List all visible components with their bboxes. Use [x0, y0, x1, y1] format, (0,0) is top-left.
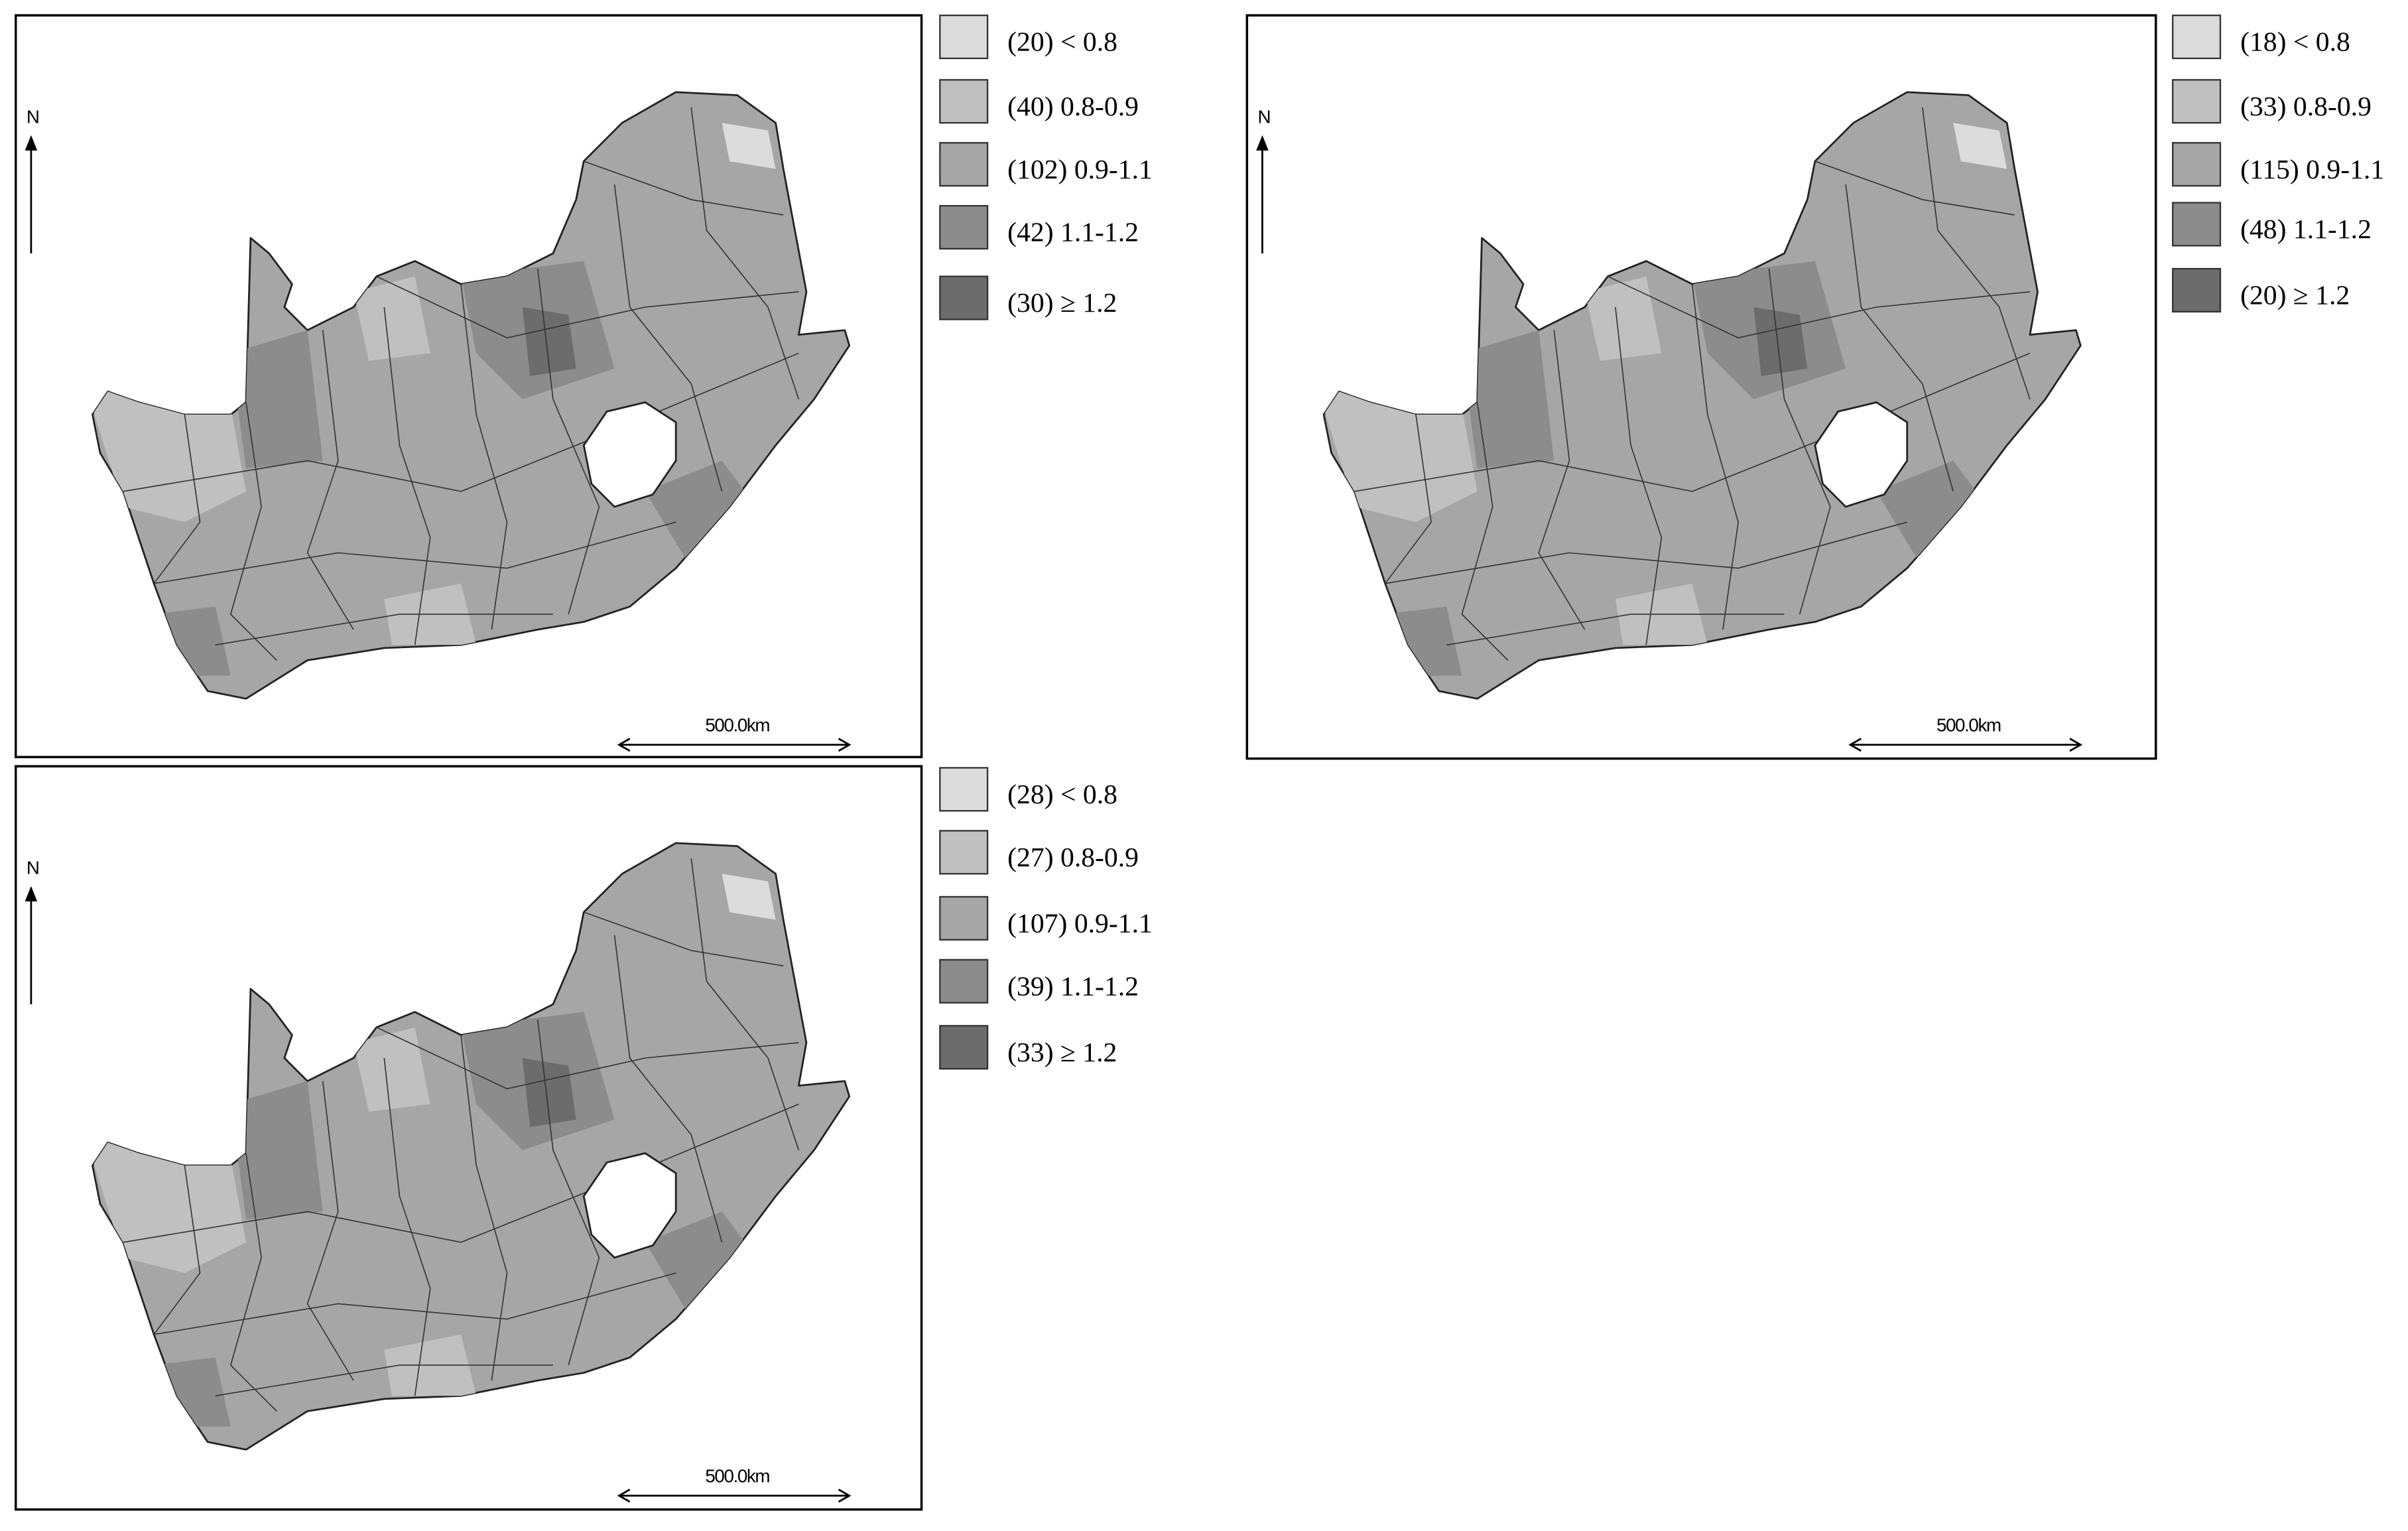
legend-label: (39) 1.1-1.2: [1007, 971, 1139, 1002]
legend-swatch: [939, 205, 989, 250]
scale-label: 500.0km: [1936, 714, 2001, 735]
legend-swatch: [2172, 142, 2222, 187]
legend-swatch: [2172, 202, 2222, 247]
legend-label: (27) 0.8-0.9: [1007, 842, 1139, 873]
legend-swatch: [939, 830, 989, 875]
legend-label: (30) ≥ 1.2: [1007, 288, 1117, 318]
legend-swatch: [939, 275, 989, 320]
north-arrowhead: [25, 135, 38, 151]
scale-arrow: [617, 1489, 852, 1503]
map-panel: N 500.0km (18) < 0.8 (33) 0.8-0.9 (115) 0.9-…: [1245, 14, 2384, 760]
legend-swatch: [939, 959, 989, 1004]
legend-label: (28) < 0.8: [1007, 779, 1117, 810]
legend-label: (20) < 0.8: [1007, 27, 1117, 58]
legend-label: (40) 0.8-0.9: [1007, 92, 1139, 122]
north-label: N: [1257, 107, 1270, 127]
legend-label: (102) 0.9-1.1: [1007, 155, 1153, 185]
scale-label: 500.0km: [705, 714, 769, 735]
legend-label: (33) ≥ 1.2: [1007, 1037, 1117, 1068]
legend-label: (42) 1.1-1.2: [1007, 218, 1139, 248]
map-panel: N 500.0km (20) < 0.8 (40) 0.8-0.9 (102) 0.9-…: [14, 14, 1153, 759]
legend-label: (115) 0.9-1.1: [2240, 155, 2384, 185]
north-label: N: [27, 107, 39, 127]
north-label: N: [27, 858, 39, 878]
north-arrowhead: [25, 886, 38, 901]
legend-swatch: [939, 767, 989, 812]
scale-label: 500.0km: [705, 1465, 769, 1486]
map-panel: N 500.0km (28) < 0.8 (27) 0.8-0.9 (107) 0.9-…: [14, 765, 1153, 1511]
legend-label: (20) ≥ 1.2: [2240, 281, 2350, 311]
scale-arrow: [617, 738, 852, 752]
legend-label: (33) 0.8-0.9: [2240, 92, 2372, 122]
legend-swatch: [2172, 79, 2222, 124]
north-arrowhead: [1256, 135, 1269, 151]
legend-swatch: [939, 896, 989, 941]
legend-swatch: [939, 142, 989, 187]
legend-label: (48) 1.1-1.2: [2240, 214, 2372, 245]
legend-swatch: [2172, 14, 2222, 60]
legend-swatch: [939, 14, 989, 60]
legend-swatch: [939, 1025, 989, 1070]
scale-arrow: [1848, 738, 2083, 752]
legend-swatch: [939, 79, 989, 124]
legend-swatch: [2172, 267, 2222, 313]
legend-label: (107) 0.9-1.1: [1007, 908, 1153, 939]
legend-label: (18) < 0.8: [2240, 27, 2350, 58]
